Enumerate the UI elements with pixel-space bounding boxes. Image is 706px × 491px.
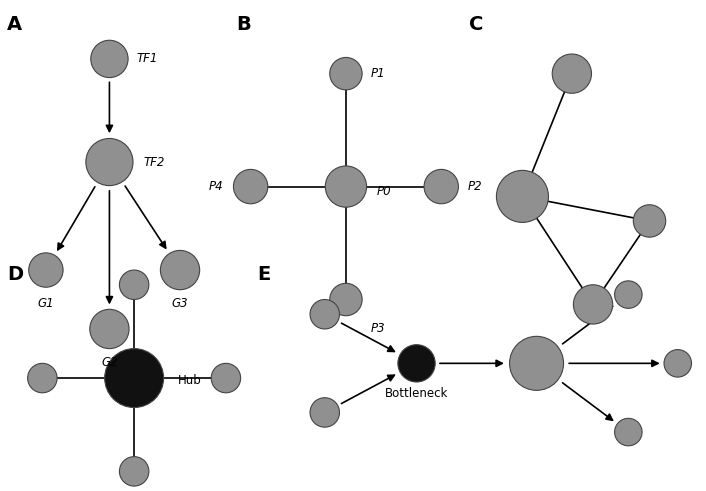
Text: TF2: TF2	[143, 156, 164, 168]
Circle shape	[398, 345, 435, 382]
Circle shape	[104, 349, 164, 408]
Text: P4: P4	[209, 180, 224, 193]
Text: TF1: TF1	[136, 53, 157, 65]
Text: P3: P3	[371, 322, 385, 334]
Circle shape	[310, 398, 340, 427]
Circle shape	[330, 283, 362, 316]
Circle shape	[310, 300, 340, 329]
Text: P1: P1	[371, 67, 385, 80]
Circle shape	[325, 166, 366, 207]
Text: A: A	[7, 15, 22, 34]
Circle shape	[91, 40, 128, 78]
Circle shape	[496, 170, 549, 222]
Circle shape	[90, 309, 129, 349]
Text: C: C	[469, 15, 484, 34]
Text: G2: G2	[101, 356, 118, 369]
Circle shape	[330, 57, 362, 90]
Circle shape	[510, 336, 563, 390]
Text: Bottleneck: Bottleneck	[385, 387, 448, 400]
Text: G3: G3	[172, 297, 189, 310]
Circle shape	[86, 138, 133, 186]
Circle shape	[28, 363, 57, 393]
Text: D: D	[7, 265, 23, 284]
Text: E: E	[258, 265, 271, 284]
Circle shape	[573, 285, 613, 324]
Text: G1: G1	[37, 297, 54, 310]
Text: P2: P2	[467, 180, 482, 193]
Circle shape	[119, 457, 149, 486]
Circle shape	[211, 363, 241, 393]
Circle shape	[633, 205, 666, 237]
Circle shape	[615, 418, 642, 446]
Text: P0: P0	[377, 185, 392, 198]
Circle shape	[29, 253, 63, 287]
Circle shape	[552, 54, 592, 93]
Circle shape	[160, 250, 200, 290]
Circle shape	[119, 270, 149, 300]
Text: Hub: Hub	[178, 374, 202, 387]
Circle shape	[424, 169, 458, 204]
Text: B: B	[237, 15, 251, 34]
Circle shape	[615, 281, 642, 308]
Circle shape	[664, 350, 691, 377]
Circle shape	[234, 169, 268, 204]
